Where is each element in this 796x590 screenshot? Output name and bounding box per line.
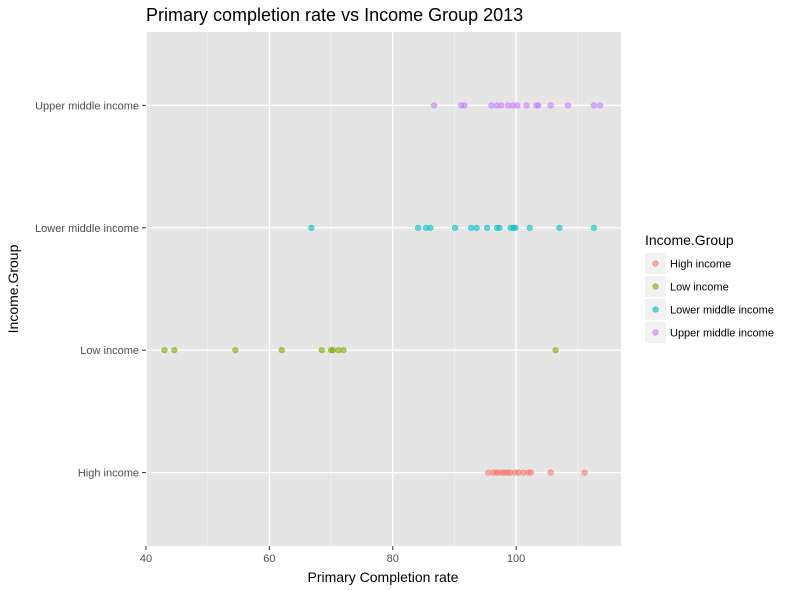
y-tick-label: Upper middle income — [35, 100, 139, 112]
y-tick-label: Low income — [80, 345, 139, 357]
data-point — [329, 347, 337, 354]
data-point — [523, 102, 530, 109]
legend-marker — [652, 306, 659, 313]
data-point — [430, 102, 438, 109]
x-axis: 40 60 80 100 — [140, 546, 525, 565]
data-point — [498, 102, 505, 109]
data-point — [547, 469, 554, 476]
data-points — [161, 102, 604, 476]
data-point — [590, 102, 597, 109]
data-point — [564, 102, 572, 109]
y-tick-label: Lower middle income — [35, 223, 139, 235]
legend-marker — [652, 283, 659, 290]
data-point — [590, 224, 597, 231]
data-point — [488, 102, 495, 109]
y-axis-title: Income.Group — [5, 244, 21, 333]
data-point — [552, 347, 559, 354]
y-axis: High income Low income Lower middle income… — [35, 100, 146, 480]
data-point — [535, 102, 542, 109]
data-point — [278, 347, 285, 354]
x-tick-label: 40 — [140, 553, 152, 565]
data-point — [451, 224, 459, 231]
data-point — [527, 469, 535, 476]
data-point — [161, 347, 168, 354]
chart-title: Primary completion rate vs Income Group … — [146, 5, 523, 25]
data-point — [427, 224, 434, 231]
x-axis-title: Primary Completion rate — [308, 569, 459, 585]
data-point — [467, 224, 475, 231]
legend-label: Lower middle income — [670, 305, 774, 317]
data-point — [318, 347, 325, 354]
data-point — [512, 224, 519, 231]
x-tick-label: 80 — [387, 553, 399, 565]
x-tick-label: 100 — [507, 553, 525, 565]
data-point — [547, 102, 554, 109]
grid-major — [145, 32, 621, 546]
legend-title: Income.Group — [645, 232, 734, 248]
data-point — [496, 224, 503, 231]
legend-marker — [652, 260, 659, 267]
legend-label: Upper middle income — [670, 328, 774, 340]
data-point — [414, 224, 422, 231]
data-point — [514, 102, 521, 109]
data-point — [526, 224, 533, 231]
data-point — [473, 224, 480, 231]
plot-panel — [146, 32, 621, 546]
data-point — [171, 347, 178, 354]
data-point — [340, 347, 347, 354]
data-point — [484, 224, 491, 231]
data-point — [461, 102, 468, 109]
data-point — [232, 347, 239, 354]
grid-minor — [207, 32, 579, 546]
data-point — [556, 224, 563, 231]
y-tick-label: High income — [78, 468, 139, 480]
data-point — [596, 102, 604, 109]
data-point — [308, 224, 315, 231]
data-point — [581, 469, 588, 476]
x-tick-label: 60 — [263, 553, 275, 565]
legend-marker — [652, 329, 659, 336]
legend-label: Low income — [670, 282, 729, 294]
legend: Income.Group High income Low income Lower … — [645, 232, 774, 343]
legend-label: High income — [670, 259, 731, 271]
